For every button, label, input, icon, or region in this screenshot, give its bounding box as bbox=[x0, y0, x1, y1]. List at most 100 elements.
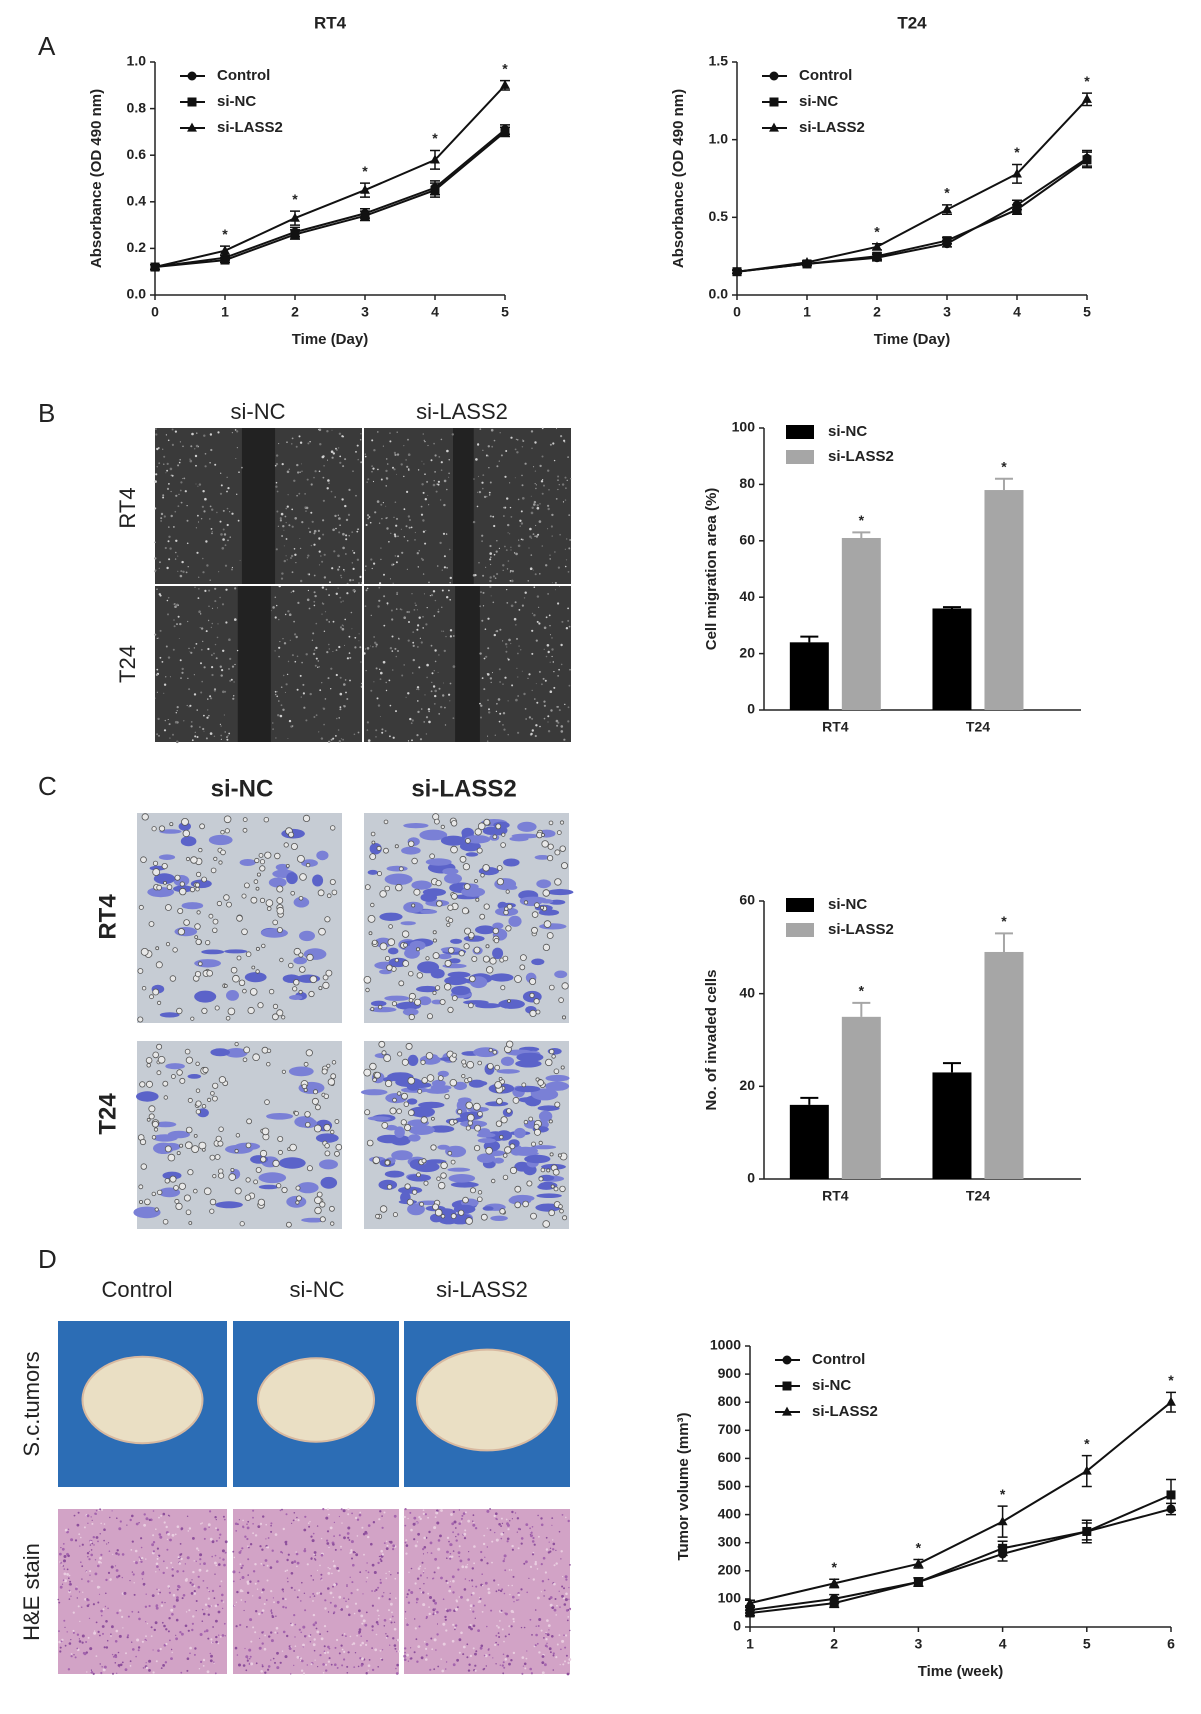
speck bbox=[540, 1591, 543, 1593]
speck bbox=[349, 579, 352, 582]
image-row-label: RT4 bbox=[115, 487, 140, 528]
pore bbox=[465, 1101, 473, 1109]
cell bbox=[536, 879, 552, 889]
speck bbox=[284, 515, 287, 518]
pore bbox=[266, 1061, 271, 1067]
speck bbox=[443, 649, 446, 653]
speck bbox=[471, 1567, 474, 1570]
speck bbox=[549, 690, 553, 693]
speck bbox=[533, 500, 537, 504]
speck bbox=[291, 654, 294, 657]
speck bbox=[91, 1522, 94, 1525]
speck bbox=[158, 1533, 162, 1536]
speck bbox=[326, 1542, 330, 1545]
speck bbox=[155, 1528, 157, 1530]
speck bbox=[115, 1629, 119, 1633]
speck bbox=[482, 487, 484, 490]
pore bbox=[255, 886, 260, 891]
speck bbox=[200, 1660, 203, 1663]
pore bbox=[519, 964, 526, 971]
speck bbox=[211, 1555, 213, 1558]
speck bbox=[500, 454, 503, 457]
speck bbox=[568, 625, 571, 628]
speck bbox=[156, 1588, 158, 1591]
speck bbox=[106, 1543, 108, 1545]
speck bbox=[478, 1597, 481, 1599]
pore bbox=[155, 946, 160, 951]
speck bbox=[533, 503, 536, 506]
pore bbox=[504, 1146, 512, 1154]
pore bbox=[494, 1081, 502, 1089]
cell bbox=[451, 985, 471, 996]
cell bbox=[490, 1215, 508, 1222]
pore bbox=[406, 1198, 414, 1206]
speck bbox=[306, 478, 309, 481]
speck bbox=[210, 448, 213, 452]
y-tick-label: 1000 bbox=[710, 1337, 741, 1353]
speck bbox=[287, 494, 289, 496]
speck bbox=[156, 691, 158, 693]
speck bbox=[328, 648, 330, 650]
speck bbox=[543, 700, 546, 703]
speck bbox=[291, 437, 294, 440]
speck bbox=[520, 510, 523, 513]
cell bbox=[459, 841, 481, 852]
pore bbox=[464, 927, 472, 935]
y-tick-label: 1.5 bbox=[709, 53, 729, 69]
speck bbox=[523, 692, 526, 696]
speck bbox=[322, 602, 325, 605]
pore bbox=[408, 971, 414, 977]
speck bbox=[474, 1527, 478, 1530]
cell bbox=[554, 970, 568, 979]
speck bbox=[87, 1556, 89, 1558]
speck bbox=[388, 1540, 391, 1543]
cell bbox=[147, 887, 175, 898]
speck bbox=[263, 1564, 265, 1567]
speck bbox=[177, 1585, 181, 1589]
speck bbox=[86, 1552, 90, 1555]
speck bbox=[158, 462, 161, 465]
pore bbox=[474, 1124, 482, 1132]
speck bbox=[323, 1625, 327, 1628]
speck bbox=[163, 729, 167, 732]
speck bbox=[269, 1566, 273, 1569]
series-line bbox=[749, 1493, 1172, 1614]
speck bbox=[429, 595, 431, 597]
speck bbox=[444, 706, 446, 709]
speck bbox=[459, 1559, 463, 1563]
speck bbox=[193, 1560, 195, 1562]
speck bbox=[186, 1515, 189, 1518]
speck bbox=[422, 519, 425, 522]
pore bbox=[363, 1068, 372, 1077]
pore bbox=[408, 840, 415, 847]
speck bbox=[282, 1605, 285, 1609]
speck bbox=[207, 647, 210, 651]
speck bbox=[66, 1568, 69, 1571]
speck bbox=[498, 668, 501, 671]
cell bbox=[418, 996, 432, 1006]
speck bbox=[559, 1606, 561, 1608]
speck bbox=[347, 1513, 350, 1516]
speck bbox=[480, 591, 482, 594]
marker bbox=[997, 1516, 1008, 1526]
speck bbox=[337, 514, 339, 516]
speck bbox=[549, 1603, 553, 1607]
speck bbox=[437, 483, 440, 486]
speck bbox=[159, 1591, 162, 1594]
speck bbox=[562, 501, 565, 503]
speck bbox=[446, 1550, 449, 1554]
speck bbox=[343, 705, 345, 707]
speck bbox=[462, 1645, 466, 1649]
y-tick-label: 700 bbox=[718, 1421, 742, 1437]
speck bbox=[489, 1529, 492, 1531]
speck bbox=[274, 1631, 277, 1634]
speck bbox=[342, 532, 345, 536]
speck bbox=[538, 1651, 541, 1654]
pore bbox=[156, 884, 162, 891]
x-tick-label: 1 bbox=[746, 1636, 754, 1652]
speck bbox=[333, 1604, 337, 1608]
image-column-label: si-NC bbox=[231, 399, 286, 424]
pore bbox=[152, 988, 160, 996]
speck bbox=[496, 630, 499, 633]
pore bbox=[386, 1184, 393, 1190]
